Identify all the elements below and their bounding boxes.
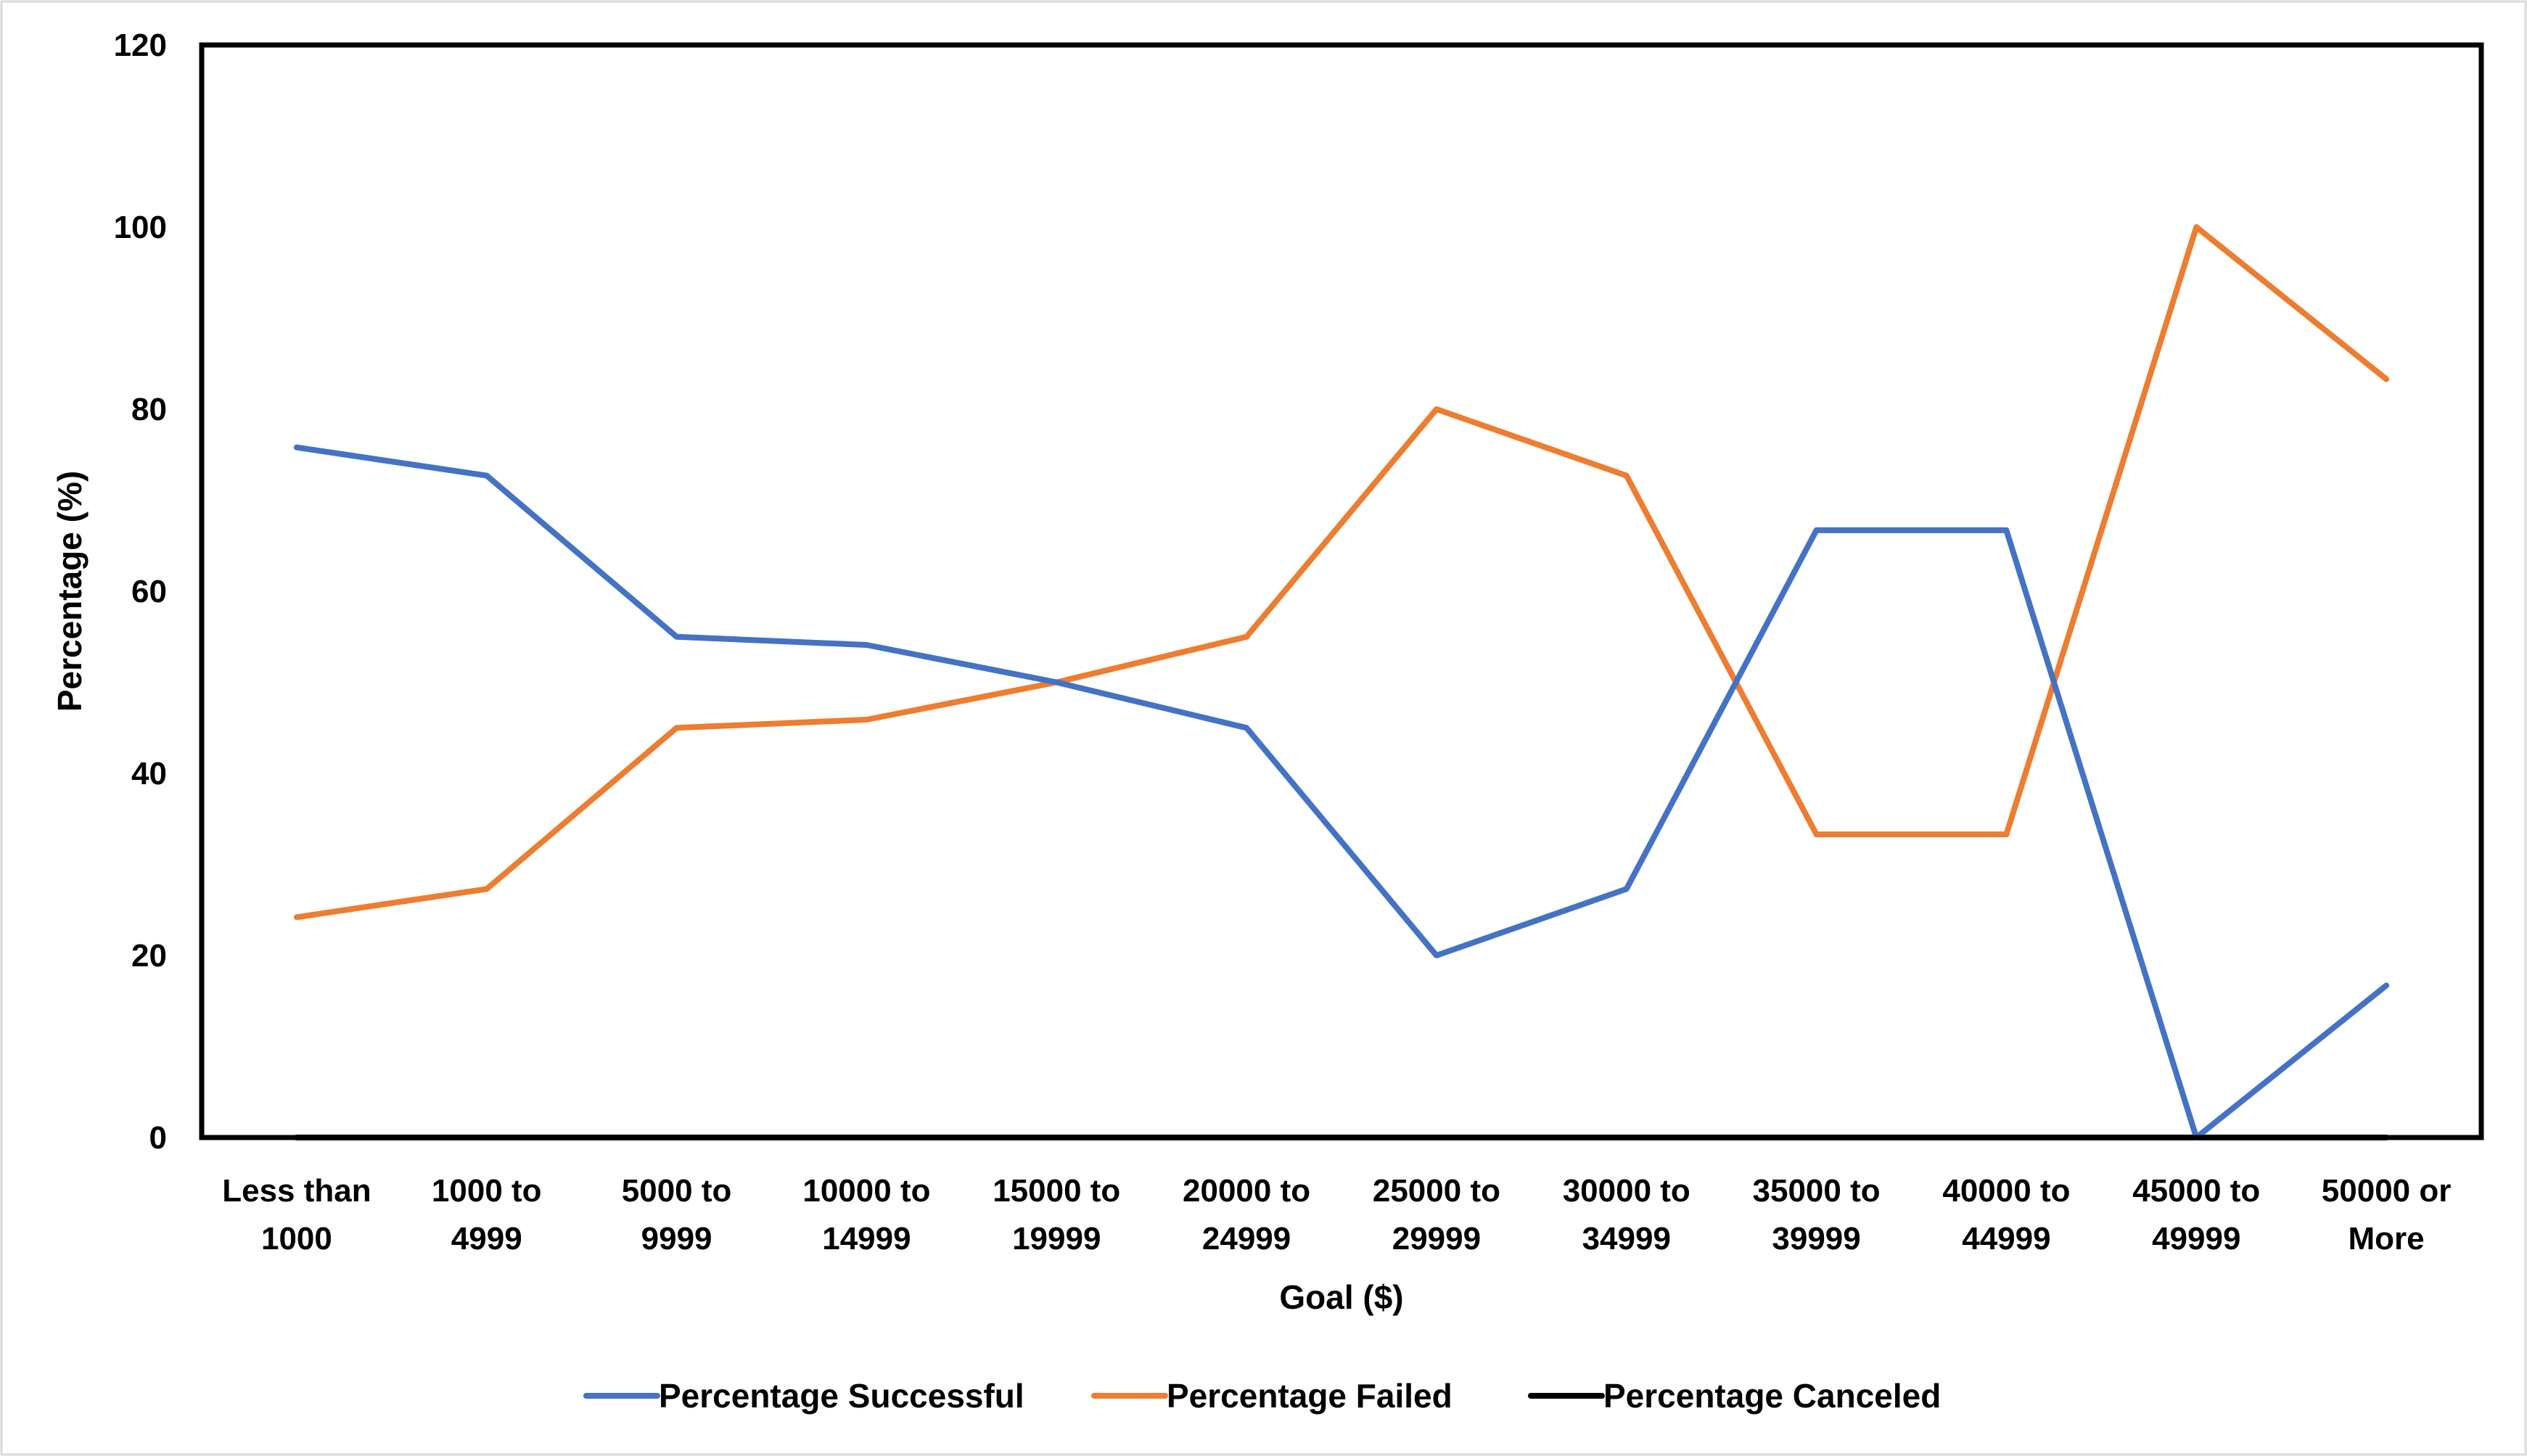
y-tick-label: 100 xyxy=(114,210,167,245)
x-tick-label-line: 10000 to xyxy=(802,1173,930,1209)
y-tick-label: 60 xyxy=(131,574,167,609)
x-tick-label: 35000 to 39999 xyxy=(1753,1173,1881,1256)
x-tick-label-line: 50000 or xyxy=(2322,1173,2452,1209)
legend-label: Percentage Failed xyxy=(1167,1377,1452,1415)
y-tick-label: 80 xyxy=(131,392,167,427)
legend-label: Percentage Canceled xyxy=(1603,1377,1941,1415)
x-tick-label-line: 44999 xyxy=(1962,1221,2050,1256)
x-axis-title: Goal ($) xyxy=(1279,1278,1403,1316)
legend: Percentage Successful Percentage Failed Pe… xyxy=(583,1377,1941,1415)
y-tick-label: 40 xyxy=(131,756,167,791)
x-tick-label-line: 19999 xyxy=(1012,1221,1101,1256)
x-tick-label-line: 9999 xyxy=(641,1221,712,1256)
x-tick-label-line: 5000 to xyxy=(622,1173,732,1209)
x-tick-label-line: 1000 xyxy=(261,1221,332,1256)
x-tick-label-line: 29999 xyxy=(1392,1221,1481,1256)
legend-label: Percentage Successful xyxy=(659,1377,1024,1415)
x-tick-label-line: 25000 to xyxy=(1373,1173,1500,1209)
x-axis-ticks: Less than 1000 1000 to 4999 5000 to 9999 10000… xyxy=(222,1173,2451,1256)
x-tick-label: 30000 to 34999 xyxy=(1563,1173,1690,1256)
y-tick-label: 120 xyxy=(114,28,167,63)
x-tick-label: 10000 to 14999 xyxy=(802,1173,930,1256)
x-tick-label-line: 35000 to xyxy=(1753,1173,1881,1209)
x-tick-label-line: 4999 xyxy=(451,1221,522,1256)
x-tick-label-line: More xyxy=(2349,1221,2425,1256)
x-tick-label-line: 20000 to xyxy=(1183,1173,1310,1209)
x-tick-label-line: 30000 to xyxy=(1563,1173,1690,1209)
y-tick-label: 20 xyxy=(131,938,167,974)
x-tick-label: 50000 or More xyxy=(2322,1173,2452,1256)
x-tick-label-line: 34999 xyxy=(1582,1221,1671,1256)
x-tick-label: 45000 to 49999 xyxy=(2132,1173,2260,1256)
x-tick-label: 40000 to 44999 xyxy=(1942,1173,2070,1256)
plot-area-frame xyxy=(199,42,2484,1140)
x-tick-label-line: 49999 xyxy=(2152,1221,2240,1256)
x-tick-label-line: 1000 to xyxy=(432,1173,542,1209)
series-line-percentage-failed xyxy=(293,224,2390,921)
x-tick-label-line: 15000 to xyxy=(993,1173,1120,1209)
x-tick-label: 20000 to 24999 xyxy=(1183,1173,1310,1256)
x-tick-label: 1000 to 4999 xyxy=(432,1173,542,1256)
x-tick-label-line: 40000 to xyxy=(1942,1173,2070,1209)
x-tick-label-line: 14999 xyxy=(822,1221,911,1256)
x-tick-label-line: 45000 to xyxy=(2132,1173,2260,1209)
y-axis-ticks: 0 20 40 60 80 100 120 xyxy=(114,28,167,1156)
x-tick-label: 25000 to 29999 xyxy=(1373,1173,1500,1256)
y-tick-label: 0 xyxy=(149,1120,167,1156)
y-axis-title: Percentage (%) xyxy=(51,471,89,712)
x-tick-label: 5000 to 9999 xyxy=(622,1173,732,1256)
x-tick-label-line: 24999 xyxy=(1202,1221,1291,1256)
x-tick-label-line: 39999 xyxy=(1772,1221,1860,1256)
x-tick-label: Less than 1000 xyxy=(222,1173,371,1256)
series-line-percentage-successful xyxy=(293,444,2390,1140)
x-tick-label: 15000 to 19999 xyxy=(993,1173,1120,1256)
x-tick-label-line: Less than xyxy=(222,1173,371,1209)
